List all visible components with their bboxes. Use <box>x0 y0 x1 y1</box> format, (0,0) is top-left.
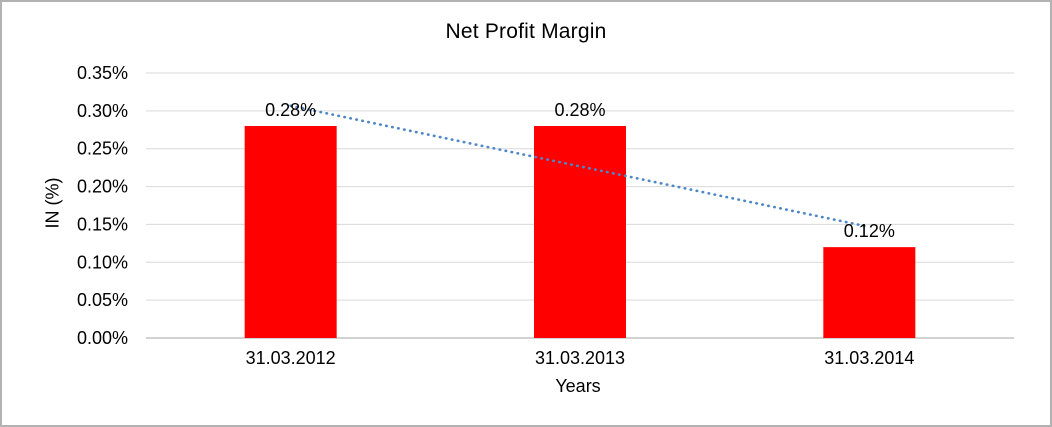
y-tick-label: 0.30% <box>77 101 128 121</box>
y-tick-label: 0.05% <box>77 290 128 310</box>
bar <box>823 247 916 338</box>
data-label: 0.28% <box>554 100 605 120</box>
trendline <box>289 104 871 229</box>
chart-title: Net Profit Margin <box>445 20 607 43</box>
y-tick-label: 0.35% <box>77 63 128 83</box>
data-label: 0.28% <box>265 100 316 120</box>
y-tick-label: 0.00% <box>77 328 128 348</box>
y-tick-label: 0.20% <box>77 177 128 197</box>
y-tick-label: 0.25% <box>77 139 128 159</box>
x-category-label: 31.03.2012 <box>246 348 336 368</box>
x-category-label: 31.03.2014 <box>824 348 914 368</box>
bar <box>244 126 337 338</box>
bar <box>534 126 626 338</box>
y-tick-label: 0.10% <box>77 252 128 272</box>
data-label: 0.12% <box>844 221 895 241</box>
y-tick-label: 0.15% <box>77 214 128 234</box>
x-category-label: 31.03.2013 <box>535 348 625 368</box>
x-axis-title: Years <box>555 376 601 396</box>
